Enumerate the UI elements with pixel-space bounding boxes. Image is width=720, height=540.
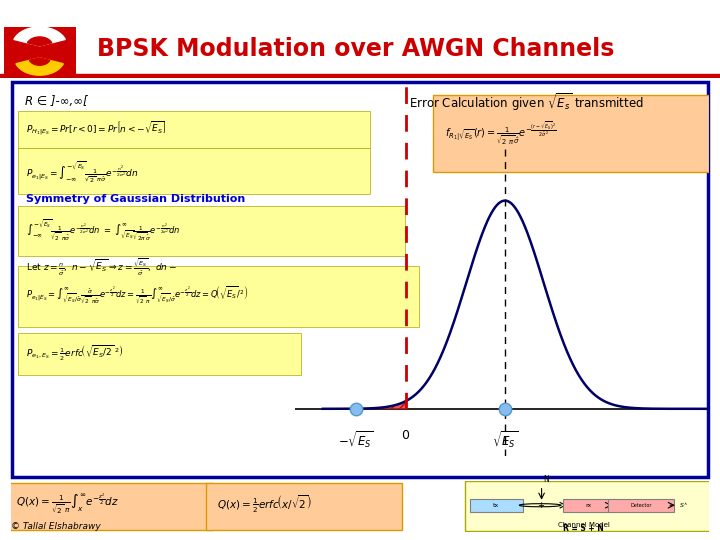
- Text: Detector: Detector: [630, 503, 652, 508]
- FancyBboxPatch shape: [12, 82, 708, 477]
- Text: © Tallal Elshabrawy: © Tallal Elshabrawy: [11, 522, 101, 531]
- Text: $P_{H_1|E_S}=Pr[r<0]=Pr\left[n<-\sqrt{E_S}\right]$: $P_{H_1|E_S}=Pr[r<0]=Pr\left[n<-\sqrt{E_…: [26, 120, 167, 138]
- Text: $Q(x)=\frac{1}{\sqrt{2}\ \pi}\int_{x}^{\infty}e^{-\frac{z^2}{2}}dz$: $Q(x)=\frac{1}{\sqrt{2}\ \pi}\int_{x}^{\…: [17, 492, 120, 516]
- Text: $P_{e_1|E_S}=\int_{-\infty}^{-\sqrt{E_S}}\frac{1}{\sqrt{2}\ \pi\hat{\sigma}}e^{-: $P_{e_1|E_S}=\int_{-\infty}^{-\sqrt{E_S}…: [26, 159, 138, 184]
- Wedge shape: [30, 58, 50, 65]
- Text: +: +: [536, 501, 544, 510]
- Text: $\mathrm{Let}\ z=\frac{n}{\hat{\sigma}},\ n-\sqrt{E_S}\Rightarrow z=\frac{\sqrt{: $\mathrm{Let}\ z=\frac{n}{\hat{\sigma}},…: [26, 256, 177, 278]
- FancyBboxPatch shape: [470, 498, 523, 512]
- Text: tx: tx: [493, 503, 499, 508]
- FancyBboxPatch shape: [18, 266, 419, 327]
- FancyBboxPatch shape: [18, 333, 301, 375]
- Text: BPSK Modulation over AWGN Channels: BPSK Modulation over AWGN Channels: [97, 37, 615, 60]
- FancyBboxPatch shape: [207, 483, 402, 530]
- Text: $\int_{-\infty}^{-\sqrt{E_S}}\frac{1}{\sqrt{2}\ \pi\hat{\sigma}}e^{-\frac{n^2}{2: $\int_{-\infty}^{-\sqrt{E_S}}\frac{1}{\s…: [26, 218, 181, 243]
- Text: R ∈ ]-∞,∞[: R ∈ ]-∞,∞[: [24, 95, 87, 108]
- FancyBboxPatch shape: [18, 111, 371, 148]
- Text: Symmetry of Gaussian Distribution: Symmetry of Gaussian Distribution: [26, 194, 246, 204]
- Text: $P_{e_1|E_S}=\int_{\sqrt{E_S}/\hat{\sigma}}^{\infty}\frac{\hat{\sigma}}{\sqrt{2}: $P_{e_1|E_S}=\int_{\sqrt{E_S}/\hat{\sigm…: [26, 285, 249, 306]
- FancyBboxPatch shape: [433, 95, 709, 172]
- Text: Channel Model: Channel Model: [557, 522, 609, 528]
- Bar: [0, 74, 720, 78]
- Wedge shape: [27, 37, 52, 46]
- FancyBboxPatch shape: [608, 498, 674, 512]
- Text: R = S + N: R = S + N: [563, 524, 604, 533]
- Text: rx: rx: [585, 503, 592, 508]
- Wedge shape: [16, 58, 63, 75]
- FancyBboxPatch shape: [18, 206, 405, 255]
- FancyBboxPatch shape: [18, 148, 371, 194]
- Text: $\sqrt{E_S}$: $\sqrt{E_S}$: [492, 429, 518, 450]
- FancyBboxPatch shape: [562, 498, 615, 512]
- FancyBboxPatch shape: [7, 483, 213, 530]
- Text: $P_{e_1,E_S}=\frac{1}{2}erfc\!\left(\sqrt{E_S/2}^{\ 2}\right)$: $P_{e_1,E_S}=\frac{1}{2}erfc\!\left(\sqr…: [26, 344, 124, 363]
- Text: Error Calculation given $\sqrt{E_s}$ transmitted: Error Calculation given $\sqrt{E_s}$ tra…: [409, 91, 644, 112]
- Text: $S^{\wedge}$: $S^{\wedge}$: [679, 501, 688, 510]
- Text: 0: 0: [402, 429, 410, 442]
- Text: $-\sqrt{E_S}$: $-\sqrt{E_S}$: [338, 429, 374, 450]
- Wedge shape: [14, 27, 66, 46]
- FancyBboxPatch shape: [465, 481, 713, 531]
- Text: $Q(x)=\frac{1}{2}erfc\!\left(x/\sqrt{2}\right)$: $Q(x)=\frac{1}{2}erfc\!\left(x/\sqrt{2}\…: [217, 494, 312, 515]
- Text: N: N: [543, 475, 549, 484]
- Text: $f_{R_1|\sqrt{E_S}}(r)=\frac{1}{\sqrt{2\ \pi}\hat{\sigma}}e^{-\frac{(r-\sqrt{E_S: $f_{R_1|\sqrt{E_S}}(r)=\frac{1}{\sqrt{2\…: [445, 120, 557, 146]
